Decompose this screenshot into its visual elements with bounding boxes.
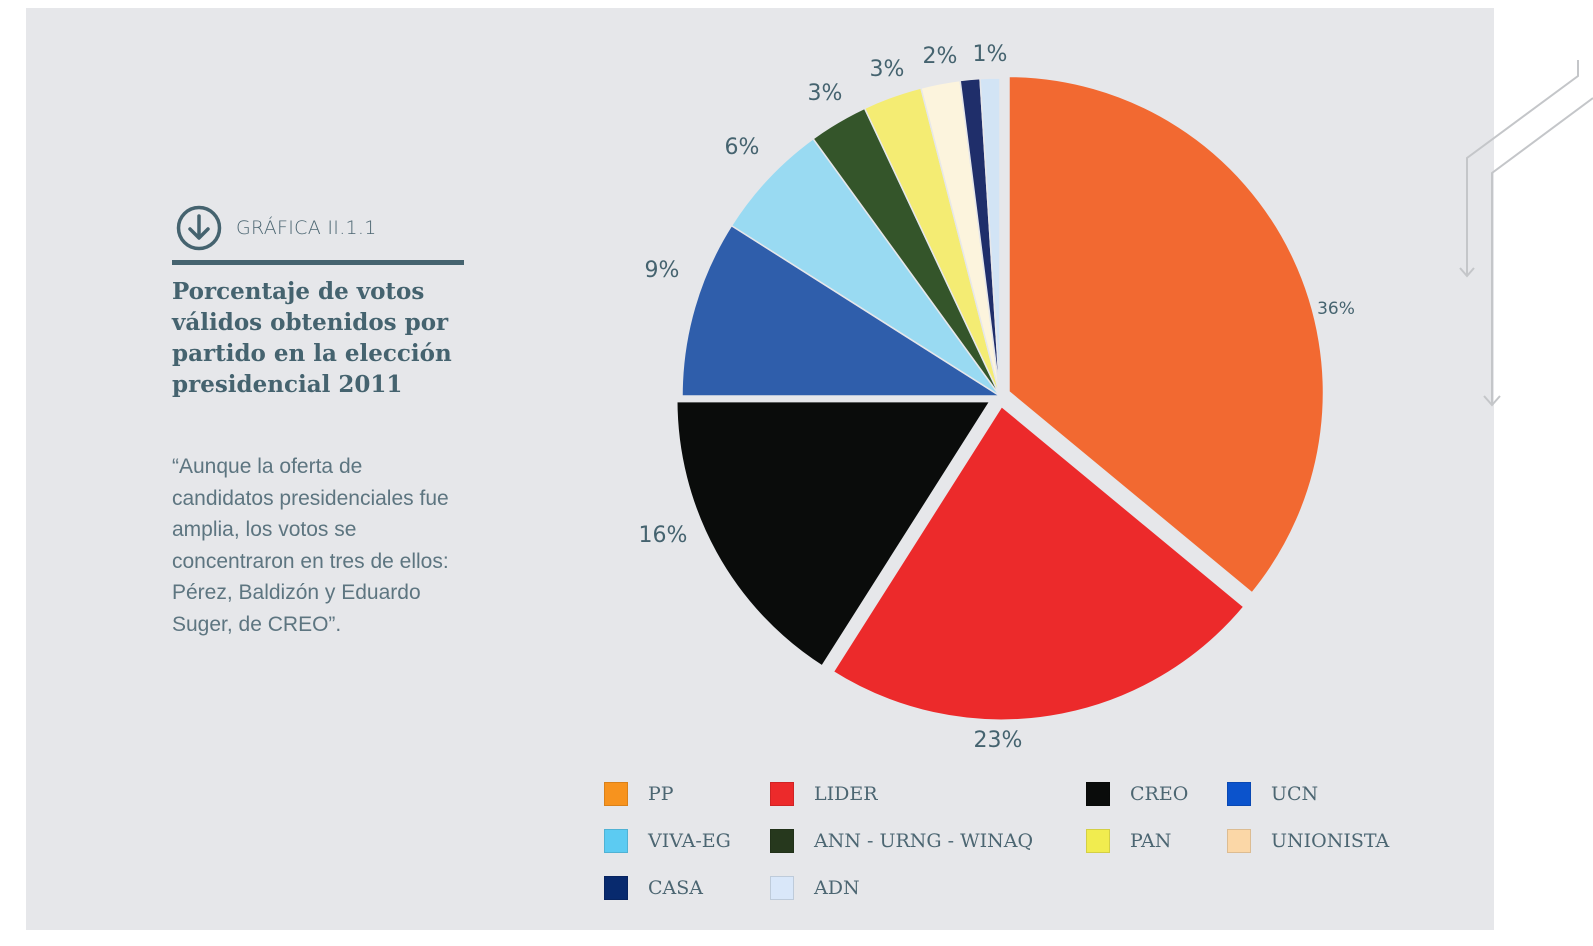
pie-slice-adn (979, 77, 1001, 397)
legend-swatch (1227, 782, 1251, 806)
pie-slice-creo (672, 397, 996, 671)
pie-slice-label: 23% (974, 728, 1023, 753)
pie-slice-label: 3% (808, 81, 843, 106)
legend-swatch (770, 782, 794, 806)
legend-label: UCN (1271, 783, 1319, 805)
pie-slice-label: 36% (1317, 299, 1355, 319)
legend-label: VIVA-EG (648, 830, 731, 852)
legend-label: UNIONISTA (1271, 830, 1390, 852)
legend-item: CREO (1086, 780, 1188, 808)
pie-slice-label: 9% (645, 258, 680, 283)
pie-slice-pp (1004, 72, 1328, 598)
legend-swatch (770, 829, 794, 853)
legend-label: ADN (814, 877, 860, 899)
legend-label: PAN (1130, 830, 1172, 852)
pie-slice-label: 1% (973, 42, 1008, 67)
legend-swatch (770, 876, 794, 900)
legend-item: UCN (1227, 780, 1318, 808)
title-rule (172, 260, 464, 265)
legend-item: ANN - URNG - WINAQ (770, 827, 1033, 855)
legend-label: LIDER (814, 783, 878, 805)
legend-label: PP (648, 783, 674, 805)
pie-slice-lider (828, 401, 1249, 725)
legend-item: UNIONISTA (1227, 827, 1389, 855)
pie-slices (672, 72, 1328, 725)
legend-label: CASA (648, 877, 703, 899)
legend-item: PAN (1086, 827, 1171, 855)
legend-item: ADN (770, 874, 860, 902)
legend-swatch (1227, 829, 1251, 853)
pie-slice-label: 16% (639, 523, 688, 548)
legend-item: LIDER (770, 780, 878, 808)
figure-title: Porcentaje de votos válidos obtenidos po… (172, 278, 452, 398)
legend-item: CASA (604, 874, 703, 902)
figure-quote: “Aunque la oferta de candidatos presiden… (172, 455, 449, 636)
legend-swatch (1086, 782, 1110, 806)
pie-slice-viva-eg (730, 137, 1001, 397)
pie-slice-label: 2% (923, 44, 958, 69)
legend-item: VIVA-EG (604, 827, 731, 855)
legend-swatch (1086, 829, 1110, 853)
legend-label: CREO (1130, 783, 1189, 805)
legend-swatch (604, 782, 628, 806)
pie-slice-labels: 36% 23% 16% 9% 6% 3% 3% 2% 1% (639, 42, 1355, 753)
pie-slice-label: 6% (725, 135, 760, 160)
figure-label-text: GRÁFICA II.1.1 (236, 217, 377, 239)
pie-slice-ucn (681, 224, 1001, 397)
arrow-down-circle-icon (176, 205, 222, 251)
legend-swatch (604, 829, 628, 853)
pie-slice-label: 3% (870, 57, 905, 82)
legend-item: PP (604, 780, 674, 808)
figure-label: GRÁFICA II.1.1 (176, 205, 377, 251)
legend-swatch (604, 876, 628, 900)
legend-label: ANN - URNG - WINAQ (814, 830, 1034, 852)
